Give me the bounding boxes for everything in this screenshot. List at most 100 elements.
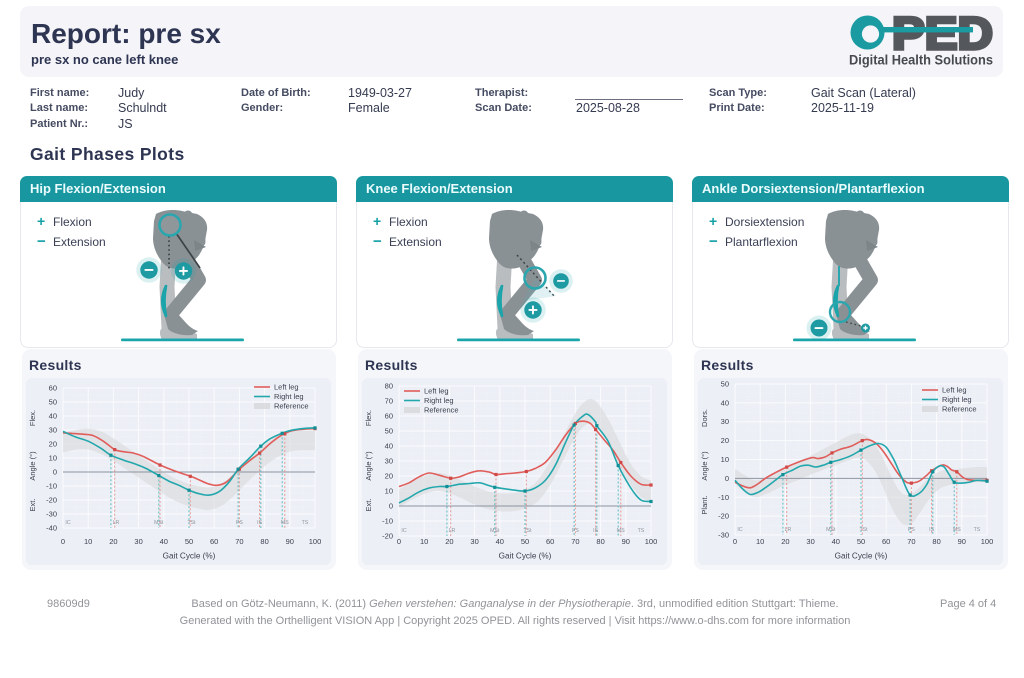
svg-text:50: 50 [49,398,57,407]
svg-text:MSt: MSt [490,528,500,534]
svg-text:0: 0 [61,537,65,546]
svg-text:Reference: Reference [274,402,309,411]
svg-text:MS: MS [953,527,961,533]
svg-text:100: 100 [309,537,322,546]
svg-text:TS: TS [638,528,645,534]
svg-text:LR: LR [449,528,456,534]
svg-text:IC: IC [737,527,742,533]
svg-text:20: 20 [445,537,453,546]
svg-text:Dors.: Dors. [700,409,709,427]
svg-text:-20: -20 [46,496,57,505]
svg-text:LR: LR [785,527,792,533]
svg-text:Right leg: Right leg [942,395,972,404]
svg-text:IC: IC [401,528,406,534]
svg-text:30: 30 [49,426,57,435]
svg-text:50: 50 [385,427,393,436]
svg-text:Gait Cycle (%): Gait Cycle (%) [835,552,888,561]
svg-text:90: 90 [622,537,630,546]
svg-text:Angle (°): Angle (°) [700,451,709,481]
svg-text:TSt: TSt [187,520,196,526]
svg-text:30: 30 [134,537,142,546]
svg-text:Angle (°): Angle (°) [28,451,37,481]
svg-text:20: 20 [721,436,729,445]
svg-text:LR: LR [113,520,120,526]
svg-text:50: 50 [521,537,529,546]
svg-text:30: 30 [721,417,729,426]
svg-text:10: 10 [49,454,57,463]
svg-text:Gait Cycle (%): Gait Cycle (%) [163,552,216,561]
svg-text:-10: -10 [46,482,57,491]
svg-text:40: 40 [496,537,504,546]
svg-text:70: 70 [235,537,243,546]
svg-text:Reference: Reference [424,406,459,415]
svg-text:80: 80 [596,537,604,546]
svg-text:10: 10 [756,537,764,546]
svg-text:60: 60 [385,412,393,421]
svg-text:-10: -10 [382,517,393,526]
svg-text:Ext.: Ext. [28,499,37,512]
svg-text:MSt: MSt [826,527,836,533]
svg-text:90: 90 [286,537,294,546]
svg-text:50: 50 [185,537,193,546]
svg-text:MS: MS [617,528,625,534]
svg-text:TSt: TSt [859,527,868,533]
svg-text:60: 60 [546,537,554,546]
svg-text:Ext.: Ext. [364,499,373,512]
svg-text:80: 80 [385,382,393,391]
svg-text:20: 20 [781,537,789,546]
svg-text:0: 0 [389,502,393,511]
svg-text:TS: TS [302,520,309,526]
svg-text:Flex.: Flex. [364,410,373,426]
svg-text:0: 0 [725,474,729,483]
svg-text:20: 20 [109,537,117,546]
svg-text:30: 30 [470,537,478,546]
svg-text:-30: -30 [718,531,729,540]
svg-text:0: 0 [53,468,57,477]
svg-text:0: 0 [733,537,737,546]
svg-text:TS: TS [974,527,981,533]
svg-text:PED: PED [892,10,993,59]
svg-text:Reference: Reference [942,405,977,414]
svg-text:20: 20 [49,440,57,449]
svg-text:MS: MS [281,520,289,526]
svg-text:Left leg: Left leg [274,383,299,392]
svg-text:60: 60 [882,537,890,546]
svg-text:TSt: TSt [523,528,532,534]
svg-text:40: 40 [49,412,57,421]
svg-text:40: 40 [160,537,168,546]
svg-text:80: 80 [260,537,268,546]
svg-text:60: 60 [210,537,218,546]
svg-text:80: 80 [932,537,940,546]
svg-text:70: 70 [907,537,915,546]
svg-text:100: 100 [981,537,994,546]
svg-text:90: 90 [958,537,966,546]
svg-text:100: 100 [645,537,658,546]
svg-text:-40: -40 [46,524,57,533]
svg-text:50: 50 [721,380,729,389]
svg-text:-20: -20 [718,512,729,521]
svg-text:IS: IS [929,527,934,533]
svg-text:PS: PS [236,520,243,526]
svg-text:MSt: MSt [154,520,164,526]
svg-text:IS: IS [257,520,262,526]
svg-text:10: 10 [84,537,92,546]
svg-text:0: 0 [397,537,401,546]
svg-text:50: 50 [857,537,865,546]
svg-text:30: 30 [806,537,814,546]
svg-text:70: 70 [571,537,579,546]
svg-text:Angle (°): Angle (°) [364,451,373,481]
svg-text:Left leg: Left leg [424,387,449,396]
svg-text:Plant.: Plant. [700,495,709,514]
svg-text:Left leg: Left leg [942,386,967,395]
svg-text:10: 10 [721,455,729,464]
svg-text:40: 40 [385,442,393,451]
svg-text:PS: PS [908,527,915,533]
svg-text:IS: IS [593,528,598,534]
svg-text:30: 30 [385,457,393,466]
svg-text:Flex.: Flex. [28,410,37,426]
svg-text:Digital Health Solutions: Digital Health Solutions [849,53,993,68]
svg-text:70: 70 [385,397,393,406]
svg-text:40: 40 [832,537,840,546]
svg-text:20: 20 [385,472,393,481]
svg-text:40: 40 [721,398,729,407]
